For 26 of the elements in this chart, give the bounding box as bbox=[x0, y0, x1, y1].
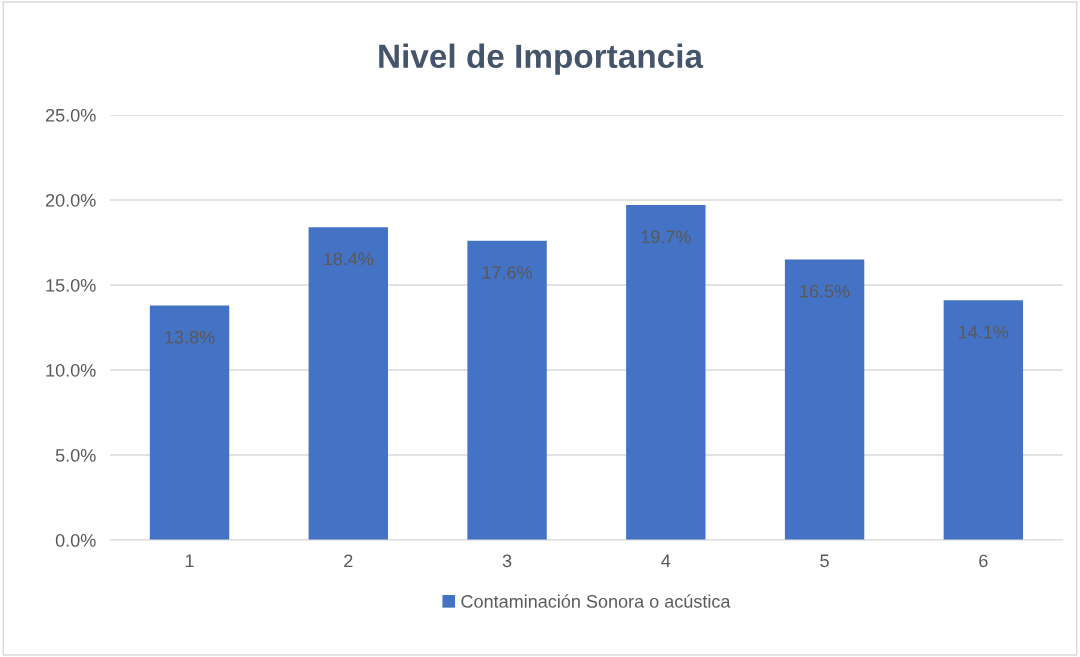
bar bbox=[784, 259, 865, 541]
x-tick-label: 4 bbox=[661, 554, 671, 568]
data-label: 19.7% bbox=[641, 230, 691, 244]
x-tick-label: 5 bbox=[820, 554, 829, 568]
bar bbox=[626, 205, 706, 541]
x-tick-label: 6 bbox=[979, 554, 988, 568]
legend-label: Contaminación Sonora o acústica bbox=[461, 594, 731, 608]
x-tick-label: 2 bbox=[344, 554, 353, 568]
data-label: 13.8% bbox=[165, 330, 215, 344]
data-label: 17.6% bbox=[482, 266, 533, 279]
y-tick-label: 0.0% bbox=[55, 533, 96, 547]
y-tick-label: 25.0% bbox=[45, 108, 96, 122]
data-label: 16.5% bbox=[800, 284, 850, 298]
y-tick-label: 5.0% bbox=[55, 448, 96, 462]
y-tick-label: 20.0% bbox=[45, 193, 96, 207]
bar bbox=[467, 240, 547, 541]
y-tick-label: 10.0% bbox=[46, 363, 96, 377]
data-label: 18.4% bbox=[324, 252, 374, 266]
bar bbox=[149, 305, 230, 541]
chart-title: Nivel de Importancia bbox=[379, 43, 704, 75]
bar bbox=[308, 227, 388, 541]
bar bbox=[943, 300, 1024, 541]
x-tick-label: 1 bbox=[185, 554, 194, 568]
x-tick-label: 3 bbox=[502, 554, 512, 568]
data-label: 14.1% bbox=[959, 325, 1009, 339]
y-tick-label: 15.0% bbox=[46, 278, 96, 292]
